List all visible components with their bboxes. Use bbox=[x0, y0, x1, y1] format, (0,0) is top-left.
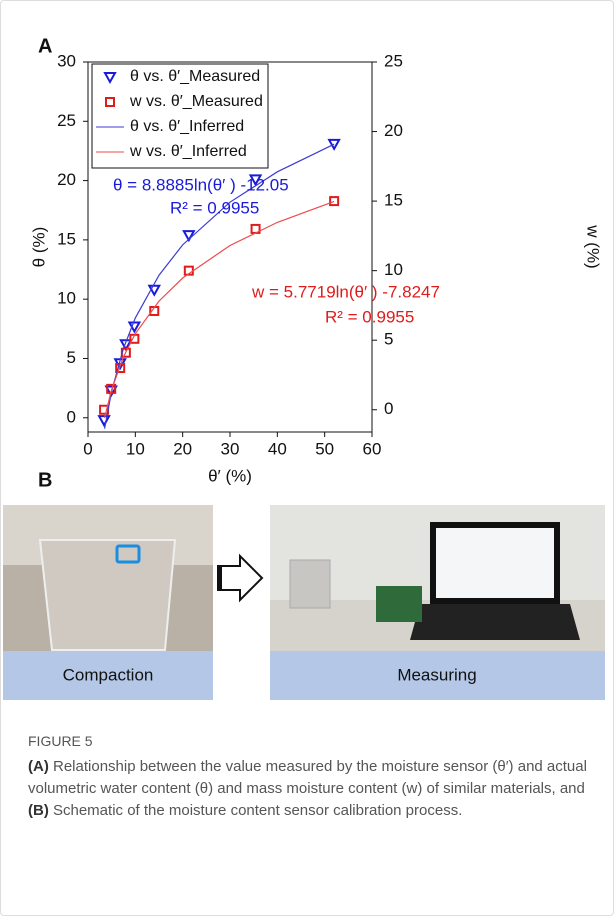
data-point bbox=[329, 196, 340, 207]
caption-part: Relationship between the value measured … bbox=[28, 758, 587, 797]
y-tick-label: 5 bbox=[67, 348, 76, 367]
data-point bbox=[104, 385, 118, 398]
fit-line bbox=[103, 200, 335, 419]
photo-caption: Measuring bbox=[397, 665, 476, 684]
data-point bbox=[119, 339, 133, 352]
caption-bar bbox=[3, 651, 213, 700]
photo-measuring bbox=[270, 505, 605, 651]
screen bbox=[436, 528, 554, 598]
panel-label: B bbox=[38, 469, 52, 491]
y2-tick-label: 20 bbox=[384, 121, 403, 140]
arrow-tail bbox=[218, 566, 222, 590]
figure-number: FIGURE 5 bbox=[28, 733, 93, 749]
beaker bbox=[289, 559, 331, 609]
logger bbox=[376, 586, 422, 622]
x-axis-title: θ′ (%) bbox=[208, 466, 252, 485]
legend-box bbox=[91, 63, 269, 169]
x-tick-label: 30 bbox=[221, 439, 240, 458]
annotation: w = 5.7719ln(θ′ ) -7.8247 bbox=[251, 282, 440, 301]
y-axis-title: θ (%) bbox=[29, 227, 48, 268]
legend-label: θ vs. θ′_Measured bbox=[130, 68, 260, 85]
y2-tick-label: 10 bbox=[384, 260, 403, 279]
legend-label: w vs. θ′_Inferred bbox=[129, 143, 247, 160]
y-tick-label: 10 bbox=[57, 289, 76, 308]
x-tick-label: 20 bbox=[173, 439, 192, 458]
legend-marker bbox=[105, 97, 115, 107]
y2-tick-label: 25 bbox=[384, 51, 403, 70]
caption-part: (A) bbox=[28, 758, 49, 775]
sensor-highlight bbox=[115, 544, 141, 564]
legend-label: θ vs. θ′_Inferred bbox=[130, 118, 244, 135]
y-tick-label: 25 bbox=[57, 111, 76, 130]
y-tick-label: 15 bbox=[57, 229, 76, 248]
x-tick-label: 50 bbox=[315, 439, 334, 458]
panel-label: A bbox=[38, 35, 52, 57]
caption-part: (B) bbox=[28, 802, 49, 819]
y-tick-label: 0 bbox=[67, 407, 76, 426]
data-point bbox=[327, 138, 341, 151]
x-tick-label: 0 bbox=[83, 439, 92, 458]
figure-caption: FIGURE 5 (A) Relationship between the va… bbox=[28, 730, 588, 822]
caption-part: Schematic of the moisture content sensor… bbox=[48, 802, 463, 819]
y2-axis-title: w (%) bbox=[584, 224, 603, 268]
y-tick-label: 30 bbox=[57, 51, 76, 70]
annotation: R² = 0.9955 bbox=[170, 198, 259, 217]
arrow bbox=[217, 553, 264, 603]
legend-marker bbox=[103, 72, 117, 85]
fit-line bbox=[103, 143, 335, 429]
x-tick-label: 60 bbox=[363, 439, 382, 458]
photo-compaction bbox=[3, 505, 213, 651]
annotation: θ = 8.8885ln(θ′ ) -12.05 bbox=[113, 175, 289, 194]
figure: A B Compaction Measuring 0 10 20 30 40 50 6005… bbox=[3, 35, 605, 700]
annotation: R² = 0.9955 bbox=[325, 307, 414, 326]
data-point bbox=[147, 284, 161, 297]
data-point bbox=[182, 230, 196, 243]
photo-caption: Compaction bbox=[63, 665, 154, 684]
caption-bar bbox=[270, 651, 605, 700]
y-tick-label: 20 bbox=[57, 170, 76, 189]
legend-label: w vs. θ′_Measured bbox=[129, 93, 263, 110]
data-point bbox=[115, 363, 126, 374]
y2-tick-label: 15 bbox=[384, 191, 403, 210]
y2-tick-label: 0 bbox=[384, 399, 393, 418]
beaker bbox=[38, 539, 177, 651]
laptop-base bbox=[410, 604, 580, 640]
data-point bbox=[248, 174, 263, 187]
y2-tick-label: 5 bbox=[384, 330, 393, 349]
x-tick-label: 40 bbox=[268, 439, 287, 458]
x-tick-label: 10 bbox=[126, 439, 145, 458]
